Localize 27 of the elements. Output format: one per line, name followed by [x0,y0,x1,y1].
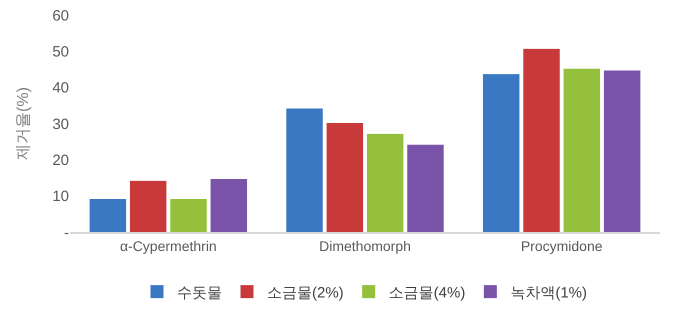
y-tick-label: 10 [52,188,69,206]
bar [90,198,126,232]
legend-label: 소금물(2%) [267,284,344,302]
legend-label: 소금물(4%) [388,284,466,302]
y-tick-label: 60 [52,7,69,24]
y-tick-label: 30 [52,116,69,133]
y-tick-label: - [64,224,69,242]
bar [523,48,560,232]
legend-label: 녹차액(1%) [510,284,588,302]
x-tick-label: α-Cypermethrin [120,238,217,254]
x-tick-label: Dimethomorph [319,238,411,254]
bar [326,123,364,232]
bar [286,108,323,232]
x-tick-label: Procymidone [520,238,603,254]
bar [130,180,166,232]
y-tick-label: 40 [52,80,69,97]
bar [482,74,520,232]
bar [170,198,207,232]
y-axis-title: 제거율(%) [15,87,32,160]
legend-label: 수돗물 [177,284,222,302]
bar [564,68,600,232]
y-tick-label: 20 [52,152,69,169]
bar [604,70,640,232]
bar [210,179,248,232]
bar [407,144,444,232]
bar [366,134,404,232]
y-tick-label: 50 [52,43,69,60]
